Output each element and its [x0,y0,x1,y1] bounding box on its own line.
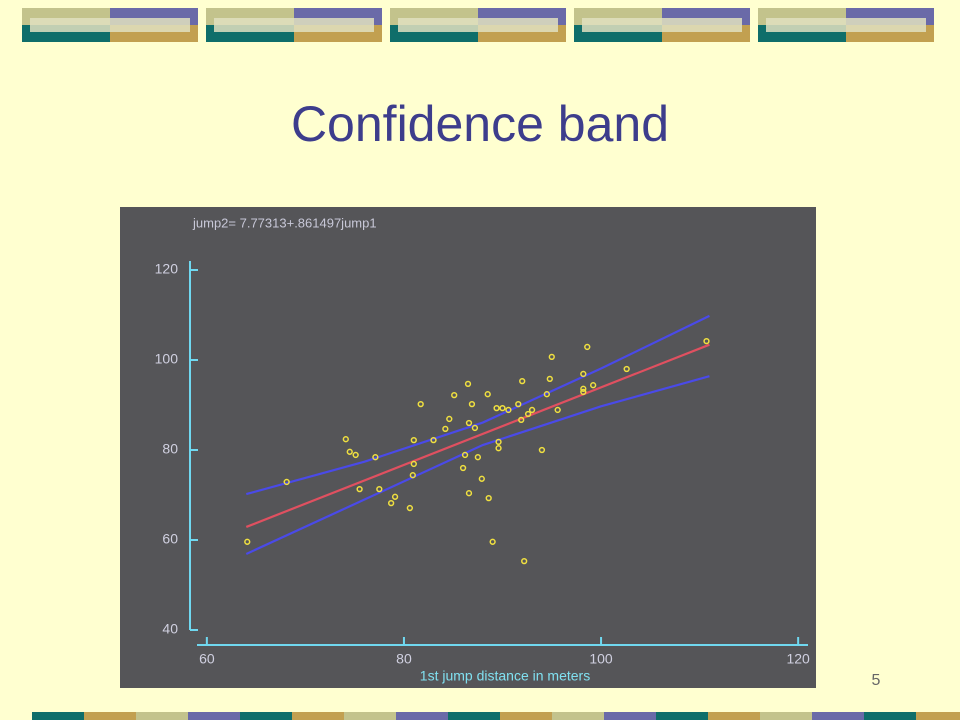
point [417,400,424,408]
point [442,425,449,433]
deco-block [604,712,656,720]
point [580,388,587,396]
point [528,406,536,414]
point [519,378,526,385]
point [376,486,383,493]
deco-block [552,712,604,720]
point [346,448,353,455]
deco-block [812,712,864,720]
point [465,490,473,497]
point [410,460,417,468]
point [459,464,467,472]
x-tick-label: 80 [396,651,412,667]
line [245,343,710,528]
point [387,499,395,507]
deco-stripe [398,18,558,32]
deco-block [344,712,396,720]
deco-stripe [214,18,374,32]
point [499,405,506,412]
point [406,504,414,512]
bottom-decoration [32,712,960,720]
point [505,406,512,414]
point [461,451,469,459]
point [464,380,472,388]
point [554,406,561,414]
point [446,415,453,423]
point [521,558,528,565]
deco-block [292,712,344,720]
point [623,365,630,373]
point [580,370,587,378]
y-tick-label: 80 [162,441,178,457]
deco-stripe [582,18,742,32]
point [468,400,476,408]
point [283,478,290,486]
point [430,436,437,444]
deco-block [136,712,188,720]
deco-block [396,712,448,720]
point [590,382,597,389]
point [352,451,359,459]
x-tick-label: 60 [199,651,215,667]
point [524,410,532,418]
point [495,445,502,452]
deco-block [84,712,136,720]
chart-background [120,207,816,688]
point [493,405,500,412]
x-tick-label: 100 [589,651,613,667]
point [356,486,363,493]
y-tick-label: 100 [155,351,179,367]
deco-block [656,712,708,720]
point [489,538,496,545]
deco-block [240,712,292,720]
point [495,438,502,446]
deco-block [864,712,916,720]
line [245,375,710,555]
point [465,419,473,427]
deco-stripe [30,18,190,32]
point [484,391,491,398]
point [584,343,591,351]
point [543,391,550,398]
point [703,337,710,345]
slide-title: Confidence band [291,96,669,152]
deco-block [500,712,552,720]
deco-block [760,712,812,720]
point [342,436,349,443]
y-tick-label: 120 [155,261,179,277]
line [245,314,710,496]
y-tick-label: 40 [162,621,178,637]
deco-block [448,712,500,720]
point [548,353,555,361]
deco-stripe [766,18,926,32]
point [244,538,251,545]
equation: jump2= 7.77313+.861497jump1 [192,215,377,230]
x-axis-label: 1st jump distance in meters [420,668,590,684]
point [409,472,416,479]
point [478,475,485,482]
point [546,375,553,383]
deco-block [32,712,84,720]
point [518,416,525,424]
deco-block [188,712,240,720]
point [538,446,546,454]
point [515,400,522,408]
page-number: 5 [872,672,881,689]
x-tick-label: 120 [786,651,810,667]
deco-block [708,712,760,720]
point [471,424,479,432]
point [391,493,399,500]
point [372,454,379,461]
y-tick-label: 60 [162,531,178,547]
point [485,495,492,502]
deco-block [916,712,960,720]
point [474,454,482,461]
point [580,385,587,392]
point [410,436,417,444]
top-decoration [22,8,934,42]
point [451,391,458,399]
